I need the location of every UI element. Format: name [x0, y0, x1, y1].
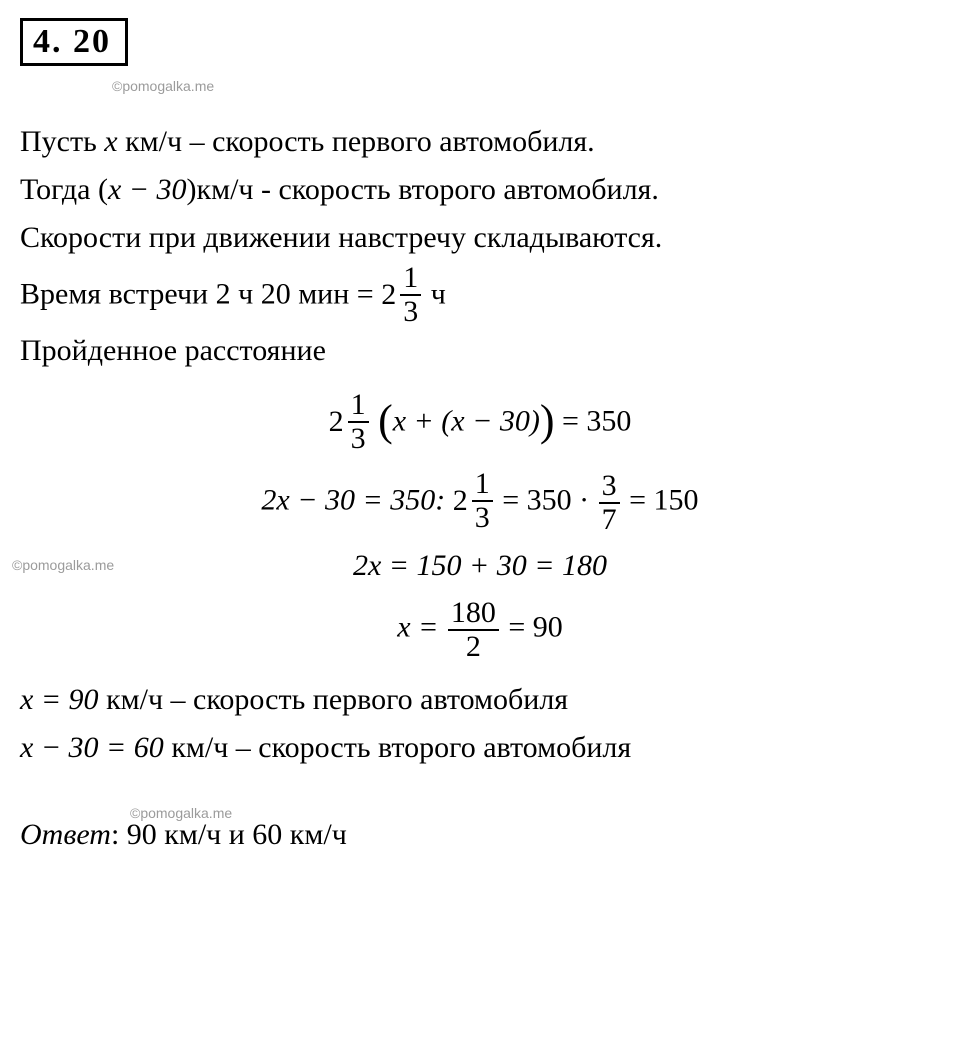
equation-content: 2x − 30 = 350: 2 1 3 = 350 · 3 7 = 150 — [261, 468, 698, 535]
text: Время встречи 2 ч 20 мин = — [20, 278, 381, 311]
variable-x: x — [104, 125, 117, 158]
text-line-2: Тогда (x − 30)км/ч - скорость второго ав… — [20, 166, 940, 214]
answer-text: : 90 км/ч и 60 км/ч — [111, 818, 347, 851]
expression: x − 30 = 60 — [20, 731, 164, 764]
answer-line: Ответ: 90 км/ч и 60 км/ч — [20, 818, 940, 852]
numerator: 1 — [348, 389, 369, 423]
watermark-2: ©pomogalka.me — [12, 557, 114, 573]
problem-number: 4. 20 — [33, 23, 111, 60]
text: км/ч – скорость первого автомобиля — [99, 683, 569, 716]
text-line-1: Пусть x км/ч – скорость первого автомоби… — [20, 118, 940, 166]
fraction: 1 3 — [400, 262, 421, 327]
fraction: 1 3 — [348, 389, 369, 454]
equation-content: x = 180 2 = 90 — [397, 597, 562, 662]
lhs: 2x − 30 = 350: — [261, 484, 445, 517]
rhs: = 90 — [508, 611, 562, 644]
answer-label: Ответ — [20, 818, 111, 851]
text-line-4: Время встречи 2 ч 20 мин = 2 1 3 ч — [20, 262, 940, 327]
denominator: 3 — [472, 502, 493, 534]
watermark-3: ©pomogalka.me — [130, 805, 232, 821]
denominator: 3 — [348, 423, 369, 455]
page: 4. 20 ©pomogalka.me ©pomogalka.me ©pomog… — [0, 0, 960, 1053]
mixed-fraction: 2 1 3 — [381, 262, 423, 327]
text: )км/ч - скорость второго автомобиля. — [187, 173, 659, 206]
left-paren: ( — [378, 396, 393, 445]
text-line-3: Скорости при движении навстречу складыва… — [20, 214, 940, 262]
numerator: 1 — [472, 468, 493, 502]
expression: x = 90 — [20, 683, 99, 716]
text: Пусть — [20, 125, 104, 158]
text-line-5: Пройденное расстояние — [20, 327, 940, 375]
denominator: 3 — [400, 296, 421, 328]
equation-3: 2x = 150 + 30 = 180 — [20, 549, 940, 583]
expression: x + (x − 30) — [393, 405, 540, 438]
equation-content: 2x = 150 + 30 = 180 — [353, 549, 607, 583]
equation-4: x = 180 2 = 90 — [20, 597, 940, 662]
result-line-2: x − 30 = 60 км/ч – скорость второго авто… — [20, 724, 940, 772]
equations-block: 2 1 3 (x + (x − 30)) = 350 2x − 30 = 350… — [20, 389, 940, 662]
numerator: 1 — [400, 262, 421, 296]
mixed-fraction: 2 1 3 — [329, 389, 371, 454]
expression: x − 30 — [108, 173, 187, 206]
equation-2: 2x − 30 = 350: 2 1 3 = 350 · 3 7 = 150 — [20, 468, 940, 535]
mixed-fraction: 2 1 3 — [453, 468, 495, 533]
equation-1: 2 1 3 (x + (x − 30)) = 350 — [20, 389, 940, 454]
right-paren: ) — [540, 396, 555, 445]
lhs: x = — [397, 611, 446, 644]
result-line-1: x = 90 км/ч – скорость первого автомобил… — [20, 676, 940, 724]
numerator: 180 — [448, 597, 499, 631]
fraction: 180 2 — [448, 597, 499, 662]
fraction: 3 7 — [599, 470, 620, 535]
mixed-whole: 2 — [329, 405, 344, 439]
mixed-whole: 2 — [381, 271, 396, 319]
numerator: 3 — [599, 470, 620, 504]
text: км/ч – скорость первого автомобиля. — [118, 125, 595, 158]
denominator: 2 — [463, 631, 484, 663]
rhs: = 350 — [555, 405, 632, 438]
text: Тогда ( — [20, 173, 108, 206]
text: км/ч – скорость второго автомобиля — [164, 731, 631, 764]
equation-content: 2 1 3 (x + (x − 30)) = 350 — [329, 389, 632, 454]
text: ч — [431, 278, 446, 311]
mid: = 350 · — [502, 484, 596, 517]
solution-text: Пусть x км/ч – скорость первого автомоби… — [20, 118, 940, 375]
problem-number-box: 4. 20 — [20, 18, 128, 66]
rhs: = 150 — [629, 484, 698, 517]
fraction: 1 3 — [472, 468, 493, 533]
watermark-1: ©pomogalka.me — [112, 78, 214, 94]
denominator: 7 — [599, 504, 620, 536]
results-block: x = 90 км/ч – скорость первого автомобил… — [20, 676, 940, 772]
mixed-whole: 2 — [453, 484, 468, 518]
